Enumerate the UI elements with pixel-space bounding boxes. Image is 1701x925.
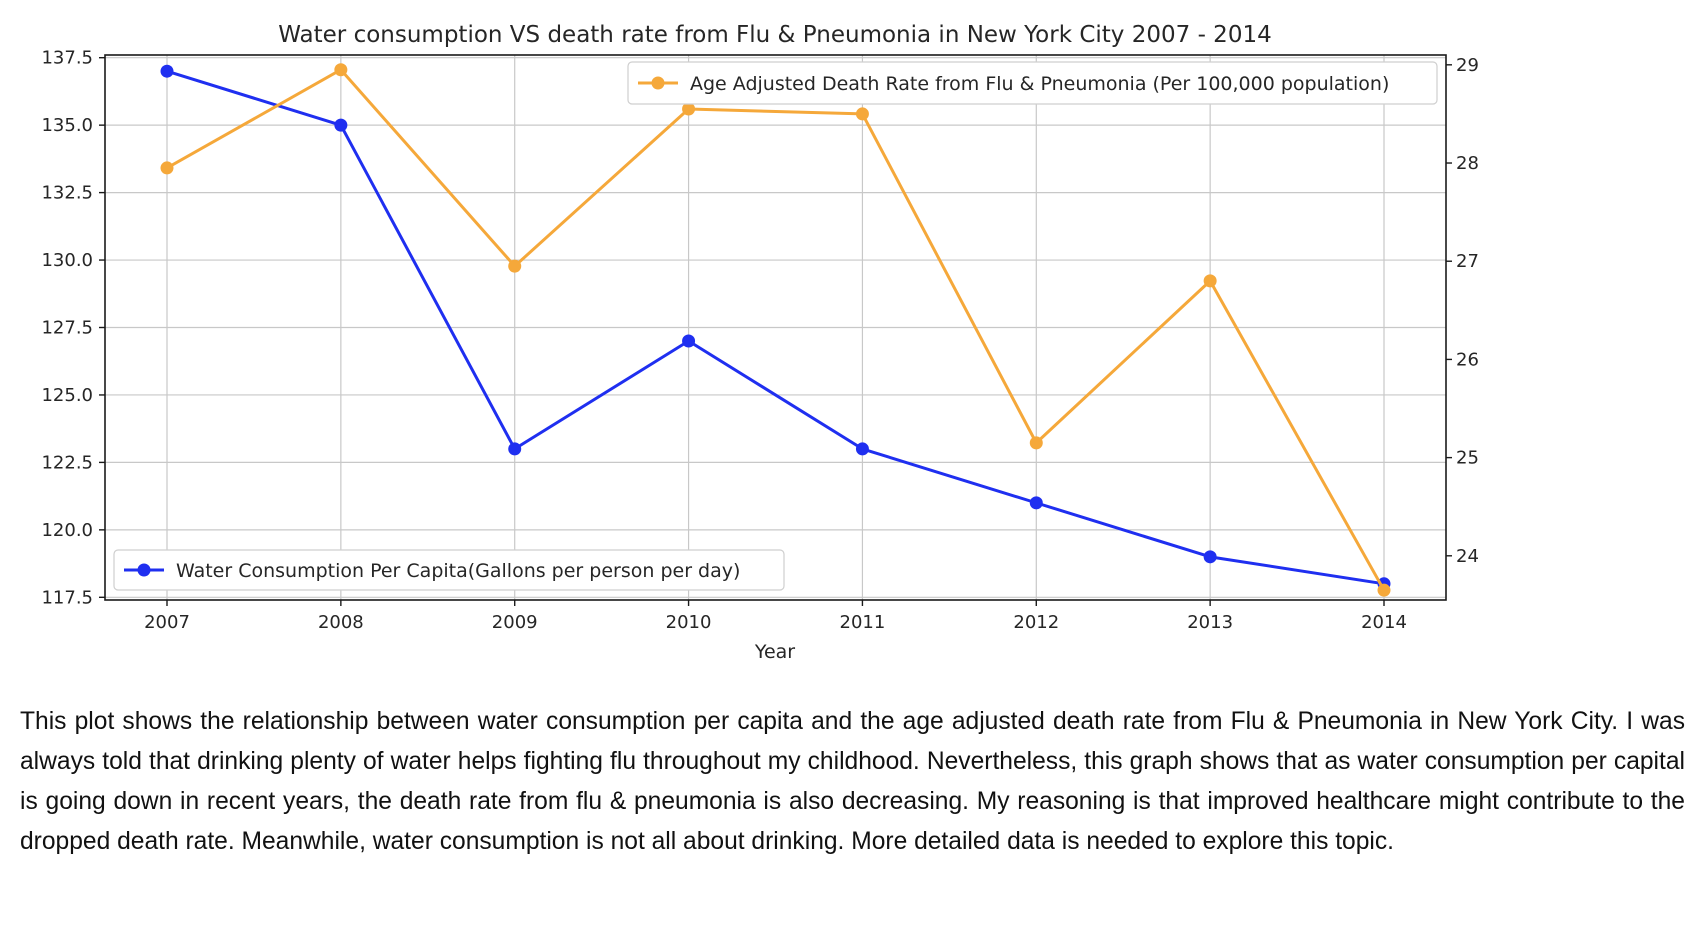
chart: 2007 2008 2009 2010 2011 2012 2013 2014 117.5 120… — [41, 22, 1478, 663]
y-right-tick-label: 24 — [1456, 546, 1479, 567]
caption-text: This plot shows the relationship between… — [20, 708, 1685, 855]
legend-box — [627, 61, 1438, 105]
y-right-tick-label: 27 — [1456, 251, 1479, 272]
legend-series-2: Age Adjusted Death Rate from Flu & Pneum… — [627, 61, 1438, 105]
legend-series-1: Water Consumption Per Capita(Gallons per… — [113, 549, 785, 591]
data-point-series-2 — [1377, 583, 1391, 597]
chart-title: Water consumption VS death rate from Flu… — [278, 22, 1271, 48]
data-point-series-2 — [855, 107, 869, 121]
data-point-series-2 — [1029, 436, 1043, 450]
data-point-series-2 — [508, 259, 522, 273]
y-left-tick-label: 120.0 — [41, 520, 93, 541]
legend-marker-swatch — [651, 76, 665, 90]
y-left-tick-label: 130.0 — [41, 250, 93, 271]
y-left-tick-label: 125.0 — [41, 385, 93, 406]
series-layer — [160, 63, 1391, 597]
x-tick-label: 2012 — [1013, 612, 1059, 633]
data-point-series-2 — [160, 161, 174, 175]
legend-layer: Water Consumption Per Capita(Gallons per… — [113, 61, 1438, 591]
data-point-series-1 — [682, 334, 696, 348]
y-left-tick-label: 122.5 — [41, 452, 93, 473]
legend-marker-swatch — [137, 563, 151, 577]
grid-layer — [105, 55, 1446, 600]
x-tick-label: 2009 — [492, 612, 538, 633]
data-point-series-2 — [682, 102, 696, 116]
ticks-layer: 2007 2008 2009 2010 2011 2012 2013 2014 117.5 120… — [41, 48, 1478, 633]
data-point-series-2 — [334, 63, 348, 77]
y-left-tick-label: 127.5 — [41, 318, 93, 339]
x-tick-label: 2011 — [840, 612, 886, 633]
data-point-series-1 — [334, 118, 348, 132]
x-tick-label: 2014 — [1361, 612, 1407, 633]
y-left-tick-label: 137.5 — [41, 48, 93, 69]
data-point-series-1 — [160, 64, 174, 78]
x-tick-label: 2013 — [1187, 612, 1233, 633]
legend-label: Water Consumption Per Capita(Gallons per… — [176, 560, 740, 582]
data-point-series-2 — [1203, 274, 1217, 288]
y-right-tick-label: 29 — [1456, 55, 1479, 76]
x-tick-label: 2010 — [666, 612, 712, 633]
data-point-series-1 — [1029, 496, 1043, 510]
data-point-series-1 — [508, 442, 522, 456]
y-left-tick-label: 132.5 — [41, 183, 93, 204]
y-right-tick-label: 28 — [1456, 153, 1479, 174]
y-right-tick-label: 25 — [1456, 448, 1479, 469]
y-left-tick-label: 135.0 — [41, 115, 93, 136]
data-point-series-1 — [855, 442, 869, 456]
y-left-tick-label: 117.5 — [41, 587, 93, 608]
x-tick-label: 2008 — [318, 612, 364, 633]
legend-label: Age Adjusted Death Rate from Flu & Pneum… — [690, 73, 1389, 95]
series-line-1 — [166, 69, 1385, 586]
legend-box — [113, 549, 785, 591]
series-line-2 — [166, 68, 1386, 591]
x-axis-label: Year — [754, 641, 795, 663]
data-point-series-1 — [1203, 550, 1217, 564]
x-tick-label: 2007 — [144, 612, 190, 633]
y-right-tick-label: 26 — [1456, 349, 1479, 370]
